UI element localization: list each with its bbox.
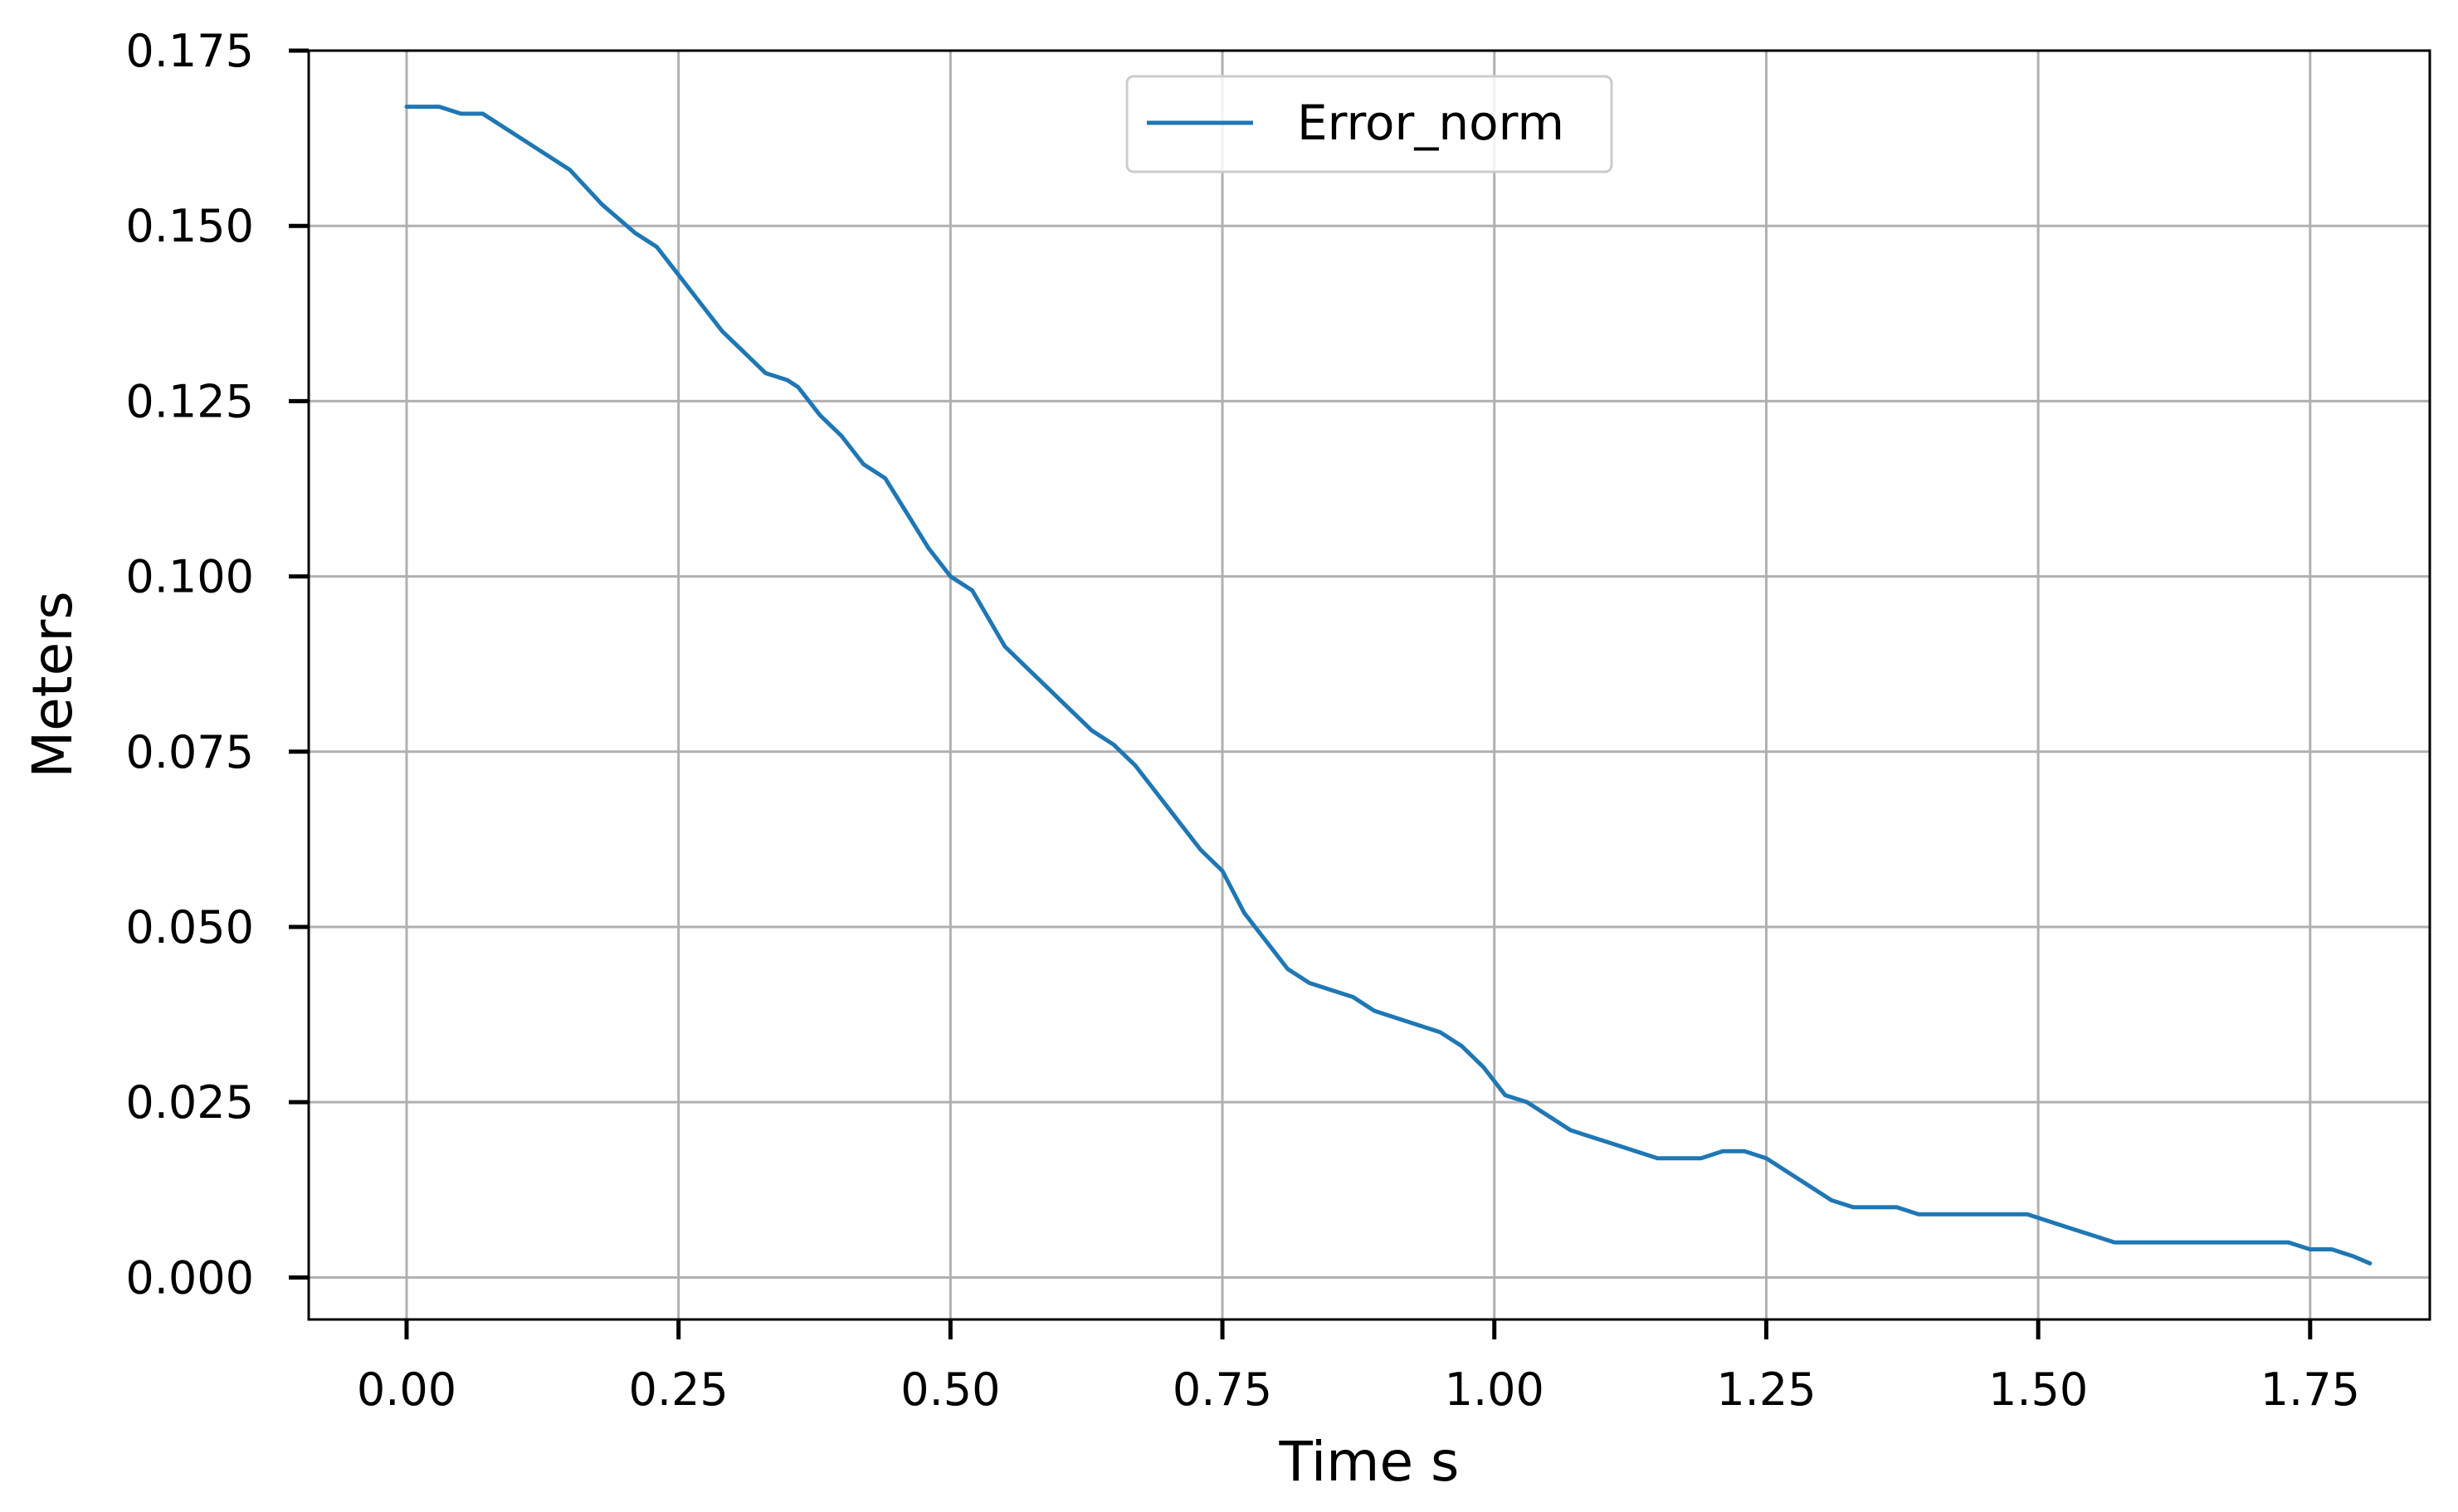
data-point (863, 464, 864, 465)
data-point (1091, 730, 1092, 731)
x-tick-label: 1.00 (1445, 1363, 1544, 1416)
data-point (972, 590, 973, 591)
x-tick-label: 1.25 (1716, 1363, 1816, 1416)
data-point (2005, 1214, 2006, 1215)
series-line-error-norm (404, 105, 2373, 1266)
data-point (1244, 913, 1245, 914)
data-point (2070, 1228, 2071, 1229)
data-point (2369, 1263, 2370, 1264)
data-point (1374, 1011, 1375, 1012)
x-tick-label: 1.75 (2260, 1363, 2360, 1416)
grid-lines (309, 49, 2430, 1319)
axis-ticks (289, 48, 2313, 1339)
data-point (526, 141, 527, 142)
y-axis-label: Meters (21, 591, 85, 778)
data-point (2223, 1242, 2224, 1243)
data-point (428, 106, 429, 107)
data-point (1744, 1151, 1745, 1152)
x-tick-label: 0.00 (357, 1363, 456, 1416)
data-point (2092, 1235, 2093, 1236)
y-tick-label: 0.100 (125, 551, 254, 603)
data-point (2353, 1256, 2354, 1257)
data-point (2288, 1242, 2289, 1243)
data-point (2309, 1249, 2310, 1250)
plot-frame (307, 49, 2431, 1321)
y-tick-label: 0.175 (125, 25, 254, 77)
data-point (1418, 1025, 1419, 1026)
data-point (2049, 1221, 2050, 1222)
y-tick-label: 0.150 (125, 200, 254, 252)
data-point (656, 246, 657, 247)
data-point (635, 232, 636, 233)
data-point (1918, 1214, 1919, 1215)
data-point (2266, 1242, 2267, 1243)
data-point (950, 576, 951, 577)
data-point (1157, 793, 1158, 794)
y-tick-label: 0.025 (125, 1076, 254, 1129)
y-tick-labels: 0.000 0.025 0.050 0.075 0.100 0.125 0.150 0.175 (125, 25, 254, 1304)
data-point (2136, 1242, 2137, 1243)
data-point (1548, 1116, 1549, 1117)
x-axis-label: Time s (1279, 1430, 1460, 1494)
x-tick-label: 1.50 (1988, 1363, 2088, 1416)
data-point (2332, 1249, 2333, 1250)
data-point (1809, 1186, 1810, 1187)
series-lines (404, 105, 2373, 1266)
data-point (569, 169, 570, 170)
data-point (1723, 1151, 1724, 1152)
data-point (2245, 1242, 2246, 1243)
data-point (1396, 1017, 1397, 1018)
y-tick-label: 0.125 (125, 375, 254, 427)
data-point (1527, 1102, 1528, 1103)
data-point (1570, 1129, 1571, 1130)
data-point (2179, 1242, 2180, 1243)
data-point (797, 387, 798, 388)
data-point (1135, 765, 1136, 766)
data-point (1287, 968, 1288, 969)
data-point (2201, 1242, 2202, 1243)
data-point (1983, 1214, 1984, 1215)
data-point (1200, 850, 1201, 851)
data-point (820, 415, 821, 416)
data-point (2027, 1214, 2028, 1215)
data-point (1940, 1214, 1941, 1215)
legend: Error_norm (1125, 75, 1613, 173)
data-point (722, 330, 723, 331)
data-point (906, 513, 907, 514)
data-point (1831, 1200, 1832, 1201)
data-point (1331, 990, 1332, 991)
data-point (548, 155, 549, 156)
data-point (1048, 688, 1049, 689)
data-point (504, 127, 505, 128)
x-tick-labels: 0.00 0.25 0.50 0.75 1.00 1.25 1.50 1.75 (357, 1363, 2360, 1416)
y-tick-label: 0.000 (125, 1251, 254, 1304)
data-point (1483, 1066, 1484, 1067)
x-tick-label: 0.50 (900, 1363, 1000, 1416)
data-point (1004, 646, 1005, 647)
data-point (787, 380, 788, 381)
x-tick-label: 0.75 (1173, 1363, 1272, 1416)
data-point (1787, 1172, 1788, 1173)
x-tick-label: 0.25 (629, 1363, 729, 1416)
legend-label-error-norm: Error_norm (1297, 95, 1564, 151)
data-point (678, 275, 679, 276)
data-point (1962, 1214, 1963, 1215)
data-point (439, 106, 440, 107)
legend-box (1125, 75, 1613, 173)
data-point (841, 436, 842, 437)
y-tick-label: 0.075 (125, 726, 254, 778)
y-tick-label: 0.050 (125, 901, 254, 954)
data-point (482, 114, 483, 115)
